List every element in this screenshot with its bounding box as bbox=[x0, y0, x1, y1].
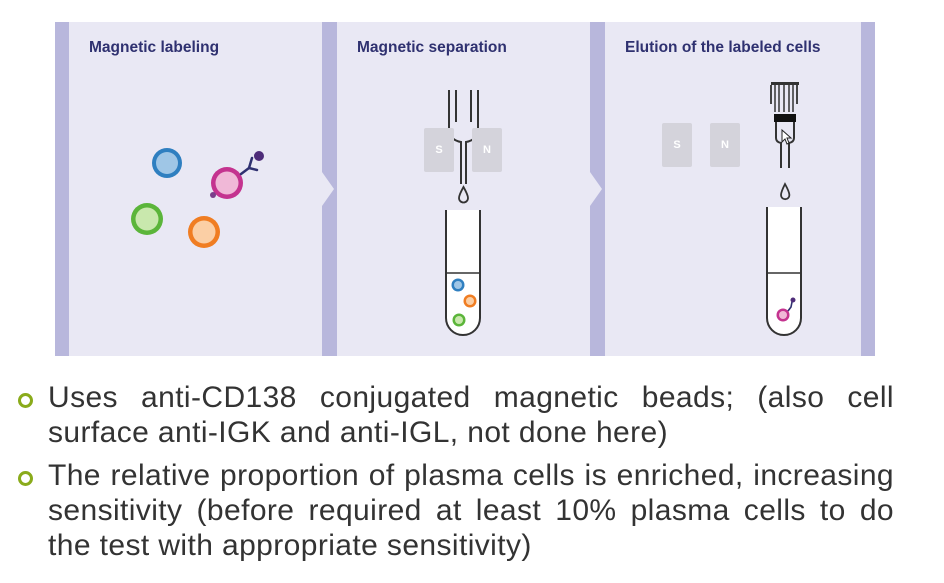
tube-labeled-cell bbox=[776, 297, 796, 322]
tube-green-cell bbox=[452, 313, 466, 327]
bullet-circle-icon bbox=[18, 471, 33, 486]
blue-cell bbox=[152, 148, 182, 178]
bullet-list: Uses anti-CD138 conjugated magnetic bead… bbox=[18, 380, 894, 571]
bullet-text: The relative proportion of plasma cells … bbox=[48, 459, 894, 562]
panel-title-separation: Magnetic separation bbox=[357, 39, 507, 56]
cursor-icon bbox=[781, 128, 793, 145]
panel-title-labeling: Magnetic labeling bbox=[89, 39, 220, 56]
bullet-text: Uses anti-CD138 conjugated magnetic bead… bbox=[48, 381, 894, 449]
panel-title-elution: Elution of the labeled cells bbox=[625, 39, 821, 56]
tube-blue-cell bbox=[451, 278, 465, 292]
bullet-item: The relative proportion of plasma cells … bbox=[18, 458, 894, 563]
divider-chevron-1 bbox=[322, 22, 337, 356]
magnet-north-1: N bbox=[472, 128, 502, 172]
divider-chevron-2 bbox=[590, 22, 605, 356]
drop-icon bbox=[458, 185, 469, 204]
magnet-north-2: N bbox=[710, 123, 740, 167]
magnet-south-2: S bbox=[662, 123, 692, 167]
green-cell bbox=[131, 203, 163, 235]
orange-cell bbox=[188, 216, 220, 248]
drop-icon-2 bbox=[780, 182, 791, 201]
pink-labeled-cell bbox=[210, 151, 264, 199]
right-edge-strip bbox=[861, 22, 875, 356]
figure-graphics bbox=[55, 22, 875, 356]
bullet-circle-icon bbox=[18, 393, 33, 408]
magnet-south-1: S bbox=[424, 128, 454, 172]
bullet-item: Uses anti-CD138 conjugated magnetic bead… bbox=[18, 380, 894, 450]
plunger-column bbox=[770, 82, 799, 168]
tube-orange-cell bbox=[463, 294, 477, 308]
process-figure: Magnetic labeling Magnetic separation El… bbox=[55, 22, 875, 356]
left-edge-strip bbox=[55, 22, 69, 356]
